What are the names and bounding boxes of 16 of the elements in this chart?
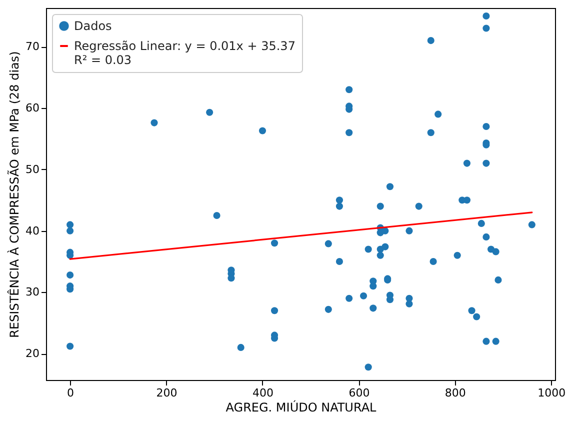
x-tick-label: 1000 xyxy=(538,386,566,400)
x-tick-label: 600 xyxy=(348,386,370,400)
legend-label: Regressão Linear: y = 0.01x + 35.37 R² = 0.03 xyxy=(74,39,296,67)
y-tick-label: 40 xyxy=(26,224,40,238)
y-tick-label: 50 xyxy=(26,162,40,176)
y-tick-label: 60 xyxy=(26,102,40,115)
x-tick-label: 800 xyxy=(444,386,466,400)
legend-label: Dados xyxy=(74,19,112,33)
y-axis-title: RESISTÊNCIA À COMPRESSÃO em MPa (28 dias) xyxy=(6,51,22,338)
y-tick-label: 30 xyxy=(26,286,40,299)
x-tick-label: 400 xyxy=(252,386,274,400)
y-tick-label: 20 xyxy=(26,347,40,360)
x-tick-label: 0 xyxy=(67,386,74,400)
x-tick-label: 200 xyxy=(156,386,178,400)
y-tick-label: 70 xyxy=(26,40,40,54)
x-axis-title: AGREG. MIÚDO NATURAL xyxy=(226,400,377,414)
